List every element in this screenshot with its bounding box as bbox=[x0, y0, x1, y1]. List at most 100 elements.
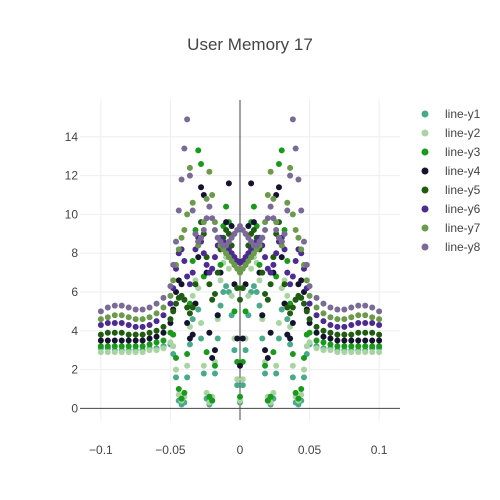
data-point[interactable] bbox=[242, 308, 249, 315]
data-point[interactable] bbox=[203, 215, 210, 222]
data-point[interactable] bbox=[111, 343, 118, 350]
data-point[interactable] bbox=[153, 339, 160, 346]
data-point[interactable] bbox=[225, 180, 232, 187]
data-point[interactable] bbox=[181, 145, 188, 152]
data-point[interactable] bbox=[186, 281, 193, 288]
data-point[interactable] bbox=[175, 246, 182, 253]
data-point[interactable] bbox=[186, 341, 193, 348]
data-point[interactable] bbox=[111, 320, 118, 327]
data-point[interactable] bbox=[348, 304, 355, 311]
data-point[interactable] bbox=[313, 323, 320, 330]
data-point[interactable] bbox=[355, 312, 362, 319]
data-point[interactable] bbox=[264, 296, 271, 303]
data-point[interactable] bbox=[211, 254, 218, 261]
data-point[interactable] bbox=[160, 304, 167, 311]
data-point[interactable] bbox=[175, 385, 182, 392]
data-point[interactable] bbox=[195, 147, 202, 154]
data-point[interactable] bbox=[209, 296, 216, 303]
data-point[interactable] bbox=[132, 343, 139, 350]
data-point[interactable] bbox=[118, 320, 125, 327]
data-point[interactable] bbox=[118, 343, 125, 350]
data-point[interactable] bbox=[242, 347, 249, 354]
data-point[interactable] bbox=[287, 335, 294, 342]
data-point[interactable] bbox=[284, 292, 291, 299]
data-point[interactable] bbox=[289, 304, 296, 311]
data-point[interactable] bbox=[111, 337, 118, 344]
data-point[interactable] bbox=[209, 215, 216, 222]
data-point[interactable] bbox=[275, 161, 282, 167]
data-point[interactable] bbox=[170, 331, 177, 338]
data-point[interactable] bbox=[284, 316, 291, 323]
data-point[interactable] bbox=[298, 385, 305, 392]
data-point[interactable] bbox=[170, 277, 177, 284]
data-point[interactable] bbox=[181, 226, 188, 233]
data-point[interactable] bbox=[313, 329, 320, 336]
data-point[interactable] bbox=[327, 304, 334, 311]
data-point[interactable] bbox=[104, 304, 111, 311]
data-point[interactable] bbox=[355, 329, 362, 336]
data-point[interactable] bbox=[160, 312, 167, 319]
data-point[interactable] bbox=[287, 164, 294, 171]
data-point[interactable] bbox=[281, 281, 288, 288]
data-point[interactable] bbox=[327, 347, 334, 354]
data-point[interactable] bbox=[250, 203, 257, 210]
data-point[interactable] bbox=[376, 316, 383, 323]
data-point[interactable] bbox=[341, 323, 348, 330]
data-point[interactable] bbox=[327, 314, 334, 321]
data-point[interactable] bbox=[167, 300, 174, 307]
data-point[interactable] bbox=[369, 349, 376, 356]
data-point[interactable] bbox=[125, 337, 132, 344]
data-point[interactable] bbox=[146, 347, 153, 354]
data-point[interactable] bbox=[348, 337, 355, 344]
data-point[interactable] bbox=[298, 207, 305, 214]
data-point[interactable] bbox=[355, 302, 362, 309]
data-point[interactable] bbox=[376, 331, 383, 338]
data-point[interactable] bbox=[262, 290, 269, 297]
data-point[interactable] bbox=[289, 351, 296, 358]
data-point[interactable] bbox=[270, 261, 277, 268]
data-point[interactable] bbox=[181, 296, 188, 303]
data-point[interactable] bbox=[173, 238, 179, 245]
data-point[interactable] bbox=[334, 343, 341, 350]
data-point[interactable] bbox=[259, 335, 266, 342]
data-point[interactable] bbox=[303, 308, 310, 315]
data-point[interactable] bbox=[189, 257, 196, 264]
data-point[interactable] bbox=[295, 234, 302, 241]
data-point[interactable] bbox=[167, 316, 174, 323]
data-point[interactable] bbox=[306, 316, 313, 323]
data-point[interactable] bbox=[146, 314, 153, 321]
data-point[interactable] bbox=[209, 354, 216, 361]
data-point[interactable] bbox=[97, 321, 104, 328]
data-point[interactable] bbox=[111, 349, 118, 356]
data-point[interactable] bbox=[348, 343, 355, 350]
data-point[interactable] bbox=[278, 254, 285, 261]
data-point[interactable] bbox=[298, 277, 305, 284]
data-point[interactable] bbox=[306, 292, 313, 299]
data-point[interactable] bbox=[125, 321, 132, 328]
data-point[interactable] bbox=[355, 349, 362, 356]
legend[interactable]: line-y1 line-y2 line-y3 line-y4 line-y5 line-… bbox=[421, 107, 481, 254]
data-point[interactable] bbox=[173, 354, 179, 361]
data-point[interactable] bbox=[301, 354, 307, 361]
data-point[interactable] bbox=[192, 230, 199, 237]
data-point[interactable] bbox=[262, 347, 269, 354]
data-point[interactable] bbox=[256, 261, 263, 268]
data-point[interactable] bbox=[237, 296, 243, 303]
data-point[interactable] bbox=[125, 331, 132, 338]
data-point[interactable] bbox=[273, 250, 280, 257]
data-point[interactable] bbox=[211, 347, 218, 354]
data-point[interactable] bbox=[262, 370, 269, 377]
data-point[interactable] bbox=[348, 331, 355, 338]
data-point[interactable] bbox=[248, 180, 255, 187]
data-point[interactable] bbox=[301, 300, 307, 307]
data-point[interactable] bbox=[214, 335, 221, 342]
data-point[interactable] bbox=[284, 257, 291, 264]
data-point[interactable] bbox=[273, 370, 280, 377]
data-point[interactable] bbox=[132, 349, 139, 356]
data-point[interactable] bbox=[139, 349, 146, 356]
legend-item-line-y8[interactable]: line-y8 bbox=[421, 240, 481, 254]
data-point[interactable] bbox=[369, 304, 376, 311]
data-point[interactable] bbox=[231, 308, 238, 315]
data-point[interactable] bbox=[104, 337, 111, 344]
data-point[interactable] bbox=[211, 362, 218, 369]
